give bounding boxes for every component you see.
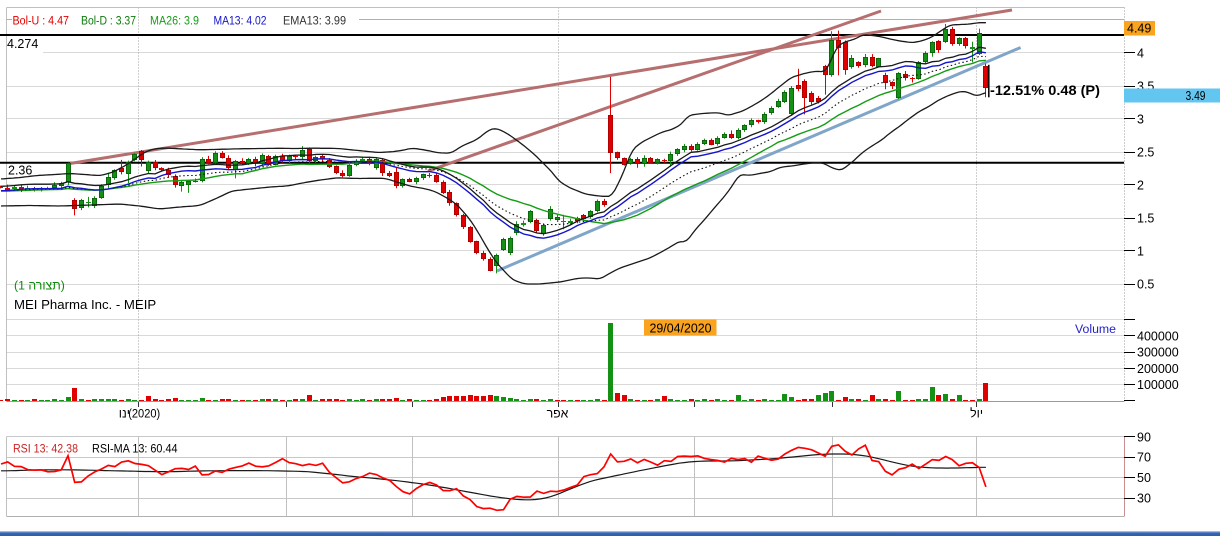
svg-text:MEI Pharma Inc. - MEIP: MEI Pharma Inc. - MEIP [14, 297, 156, 312]
svg-text:RSI 13: 42.38: RSI 13: 42.38 [13, 442, 78, 456]
svg-text:MA13: 4.02: MA13: 4.02 [214, 14, 267, 28]
svg-text:אפר: אפר [547, 406, 569, 420]
svg-text:(תצורה 1): (תצורה 1) [14, 279, 65, 293]
svg-text:100000: 100000 [1137, 378, 1179, 392]
svg-text:2.5: 2.5 [1137, 146, 1154, 160]
svg-text:200000: 200000 [1137, 362, 1179, 376]
svg-text:3: 3 [1137, 113, 1144, 127]
svg-text:Volume: Volume [1075, 322, 1116, 336]
svg-text:29/04/2020: 29/04/2020 [650, 321, 712, 335]
svg-text:MA26: 3.9: MA26: 3.9 [150, 14, 199, 28]
svg-text:3.49: 3.49 [1186, 89, 1206, 103]
svg-text:400000: 400000 [1137, 329, 1179, 343]
svg-text:-12.51% 0.48 (P): -12.51% 0.48 (P) [990, 83, 1100, 98]
svg-text:Bol-D : 3.37: Bol-D : 3.37 [81, 14, 136, 28]
svg-text:4.274: 4.274 [7, 37, 38, 51]
svg-text:יול: יול [970, 406, 983, 420]
svg-text:RSI-MA 13: 60.44: RSI-MA 13: 60.44 [92, 442, 178, 456]
svg-text:30: 30 [1137, 492, 1151, 506]
svg-text:(2020): (2020) [128, 406, 160, 420]
svg-text:4.49: 4.49 [1127, 22, 1151, 36]
svg-text:300000: 300000 [1137, 346, 1179, 360]
svg-text:EMA13: 3.99: EMA13: 3.99 [283, 14, 346, 28]
svg-text:1.5: 1.5 [1137, 212, 1154, 226]
svg-text:4: 4 [1137, 47, 1144, 61]
svg-text:70: 70 [1137, 451, 1151, 465]
svg-text:0.5: 0.5 [1137, 278, 1154, 292]
svg-text:1: 1 [1137, 245, 1144, 259]
svg-text:ינו: ינו [119, 406, 130, 420]
svg-text:50: 50 [1137, 471, 1151, 485]
svg-text:Bol-U : 4.47: Bol-U : 4.47 [13, 14, 70, 28]
svg-text:2.36: 2.36 [8, 164, 32, 178]
svg-text:90: 90 [1137, 430, 1151, 444]
svg-text:2: 2 [1137, 179, 1144, 193]
